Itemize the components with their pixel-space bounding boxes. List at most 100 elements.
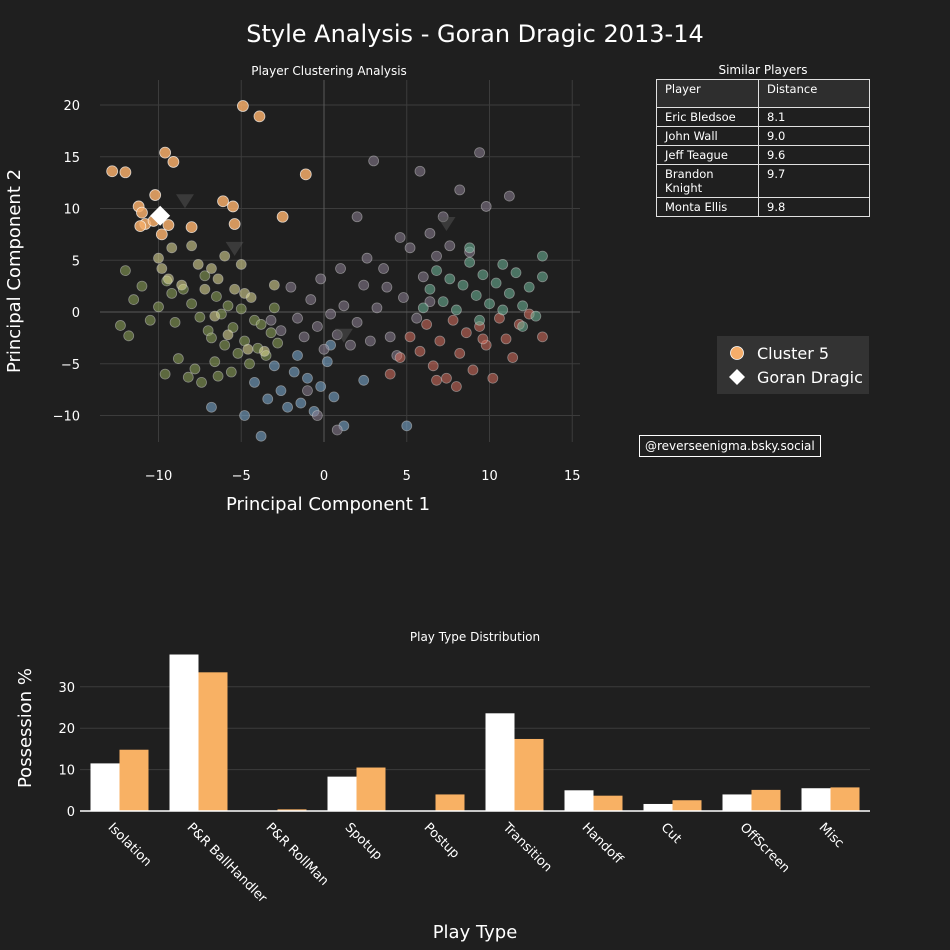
scatter-point: [424, 227, 436, 239]
scatter-point: [315, 381, 327, 392]
centroid-marker: [175, 194, 194, 209]
scatter-point: [209, 356, 221, 368]
scatter-point: [163, 273, 174, 285]
scatter-point: [427, 360, 439, 372]
scatter-point: [537, 250, 548, 262]
scatter-point: [484, 298, 495, 310]
scatter-point: [431, 265, 442, 277]
cluster5-point: [155, 228, 168, 241]
x-tick-label: −5: [232, 469, 251, 484]
centroid-marker: [225, 241, 244, 256]
scatter-point: [235, 303, 247, 315]
scatter-point: [378, 263, 389, 274]
y-tick-label: 5: [72, 254, 80, 269]
scatter-point: [401, 420, 413, 432]
scatter-point: [288, 366, 300, 378]
scatter-point: [166, 287, 178, 299]
scatter-point: [219, 339, 231, 351]
scatter-point: [229, 283, 241, 295]
scatter-point: [194, 311, 206, 323]
scatter-point: [394, 232, 406, 243]
cluster5-point: [159, 146, 172, 159]
scatter-point: [398, 292, 409, 303]
scatter-point: [268, 279, 280, 291]
scatter-point: [186, 298, 198, 310]
bar: [277, 809, 307, 811]
scatter-point: [457, 279, 469, 291]
bar: [169, 654, 199, 811]
scatter-point: [244, 358, 255, 370]
scatter-point: [450, 304, 462, 316]
legend-label-cluster: Cluster 5: [757, 343, 830, 363]
x-tick-label: Postup: [421, 820, 463, 862]
circle-icon: [730, 346, 744, 360]
scatter-point: [206, 332, 217, 344]
cluster5-point: [253, 110, 266, 123]
page-title: Style Analysis - Goran Dragic 2013-14: [246, 20, 704, 48]
x-axis-label: Principal Component 1: [226, 494, 430, 515]
player-name: Jeff Teague: [656, 145, 759, 165]
y-tick-label: −10: [53, 410, 80, 425]
x-tick-label: Misc: [816, 820, 847, 851]
bar: [90, 763, 120, 811]
scatter-point: [235, 258, 247, 270]
x-tick-label: P&R BallHandler: [184, 820, 270, 906]
legend-item-player[interactable]: Goran Dragic: [729, 366, 863, 388]
scatter-point: [464, 242, 476, 254]
scatter-point: [328, 391, 340, 403]
x-tick-label: −10: [145, 469, 172, 484]
scatter-point: [295, 397, 307, 409]
player-distance: 9.0: [758, 126, 870, 146]
scatter-point: [302, 372, 313, 384]
scatter-point: [477, 333, 489, 345]
scatter-point: [282, 401, 293, 413]
scatter-point: [335, 263, 346, 274]
x-tick-label: P&R RollMan: [263, 820, 332, 889]
scatter-point: [417, 271, 429, 283]
scatter-point: [239, 410, 250, 421]
scatter-point: [358, 374, 370, 386]
highlight-player-marker: [150, 205, 171, 226]
scatter-point: [444, 240, 456, 252]
scatter-point: [474, 314, 485, 326]
scatter-point: [537, 331, 548, 343]
scatter-point: [467, 364, 479, 376]
scatter-point: [351, 211, 363, 223]
cluster5-point: [149, 189, 162, 201]
y-axis-label: Principal Component 2: [4, 169, 25, 373]
bar: [751, 789, 781, 811]
table-header-row: Player Distance: [656, 79, 870, 108]
scatter-point: [153, 301, 164, 313]
header-player: Player: [656, 79, 759, 108]
scatter-point: [424, 296, 436, 308]
scatter-point: [480, 201, 492, 212]
scatter-point: [268, 302, 280, 314]
cluster5-point: [276, 210, 289, 223]
scatter-point: [212, 273, 224, 285]
player-distance: 8.1: [758, 107, 870, 127]
scatter-point: [450, 381, 462, 392]
scatter-point: [182, 371, 194, 383]
scatter-point: [497, 304, 509, 316]
legend-item-cluster[interactable]: Cluster 5: [729, 342, 829, 364]
scatter-legend[interactable]: Cluster 5 Goran Dragic: [717, 336, 869, 394]
x-tick-label: Handoff: [579, 820, 627, 868]
bar: [198, 672, 228, 811]
scatter-point: [431, 374, 442, 386]
player-distance: 9.6: [758, 145, 870, 165]
scatter-point: [166, 242, 178, 254]
scatter-point: [444, 273, 456, 285]
scatter-point: [262, 393, 274, 405]
y-tick-label: 10: [63, 203, 80, 218]
scatter-point: [144, 314, 156, 326]
scatter-point: [497, 258, 509, 270]
y-tick-label: 20: [58, 722, 75, 737]
diamond-icon: [729, 369, 745, 385]
similar-players-table: Player Distance Eric Bledsoe 8.1 John Wa…: [656, 79, 870, 217]
cluster5-point: [106, 165, 119, 178]
x-axis-label: Play Type: [433, 922, 518, 943]
scatter-point: [490, 277, 502, 289]
scatter-point: [411, 312, 423, 324]
table-row: Brandon Knight 9.7: [656, 164, 870, 198]
scatter-point: [414, 345, 426, 357]
